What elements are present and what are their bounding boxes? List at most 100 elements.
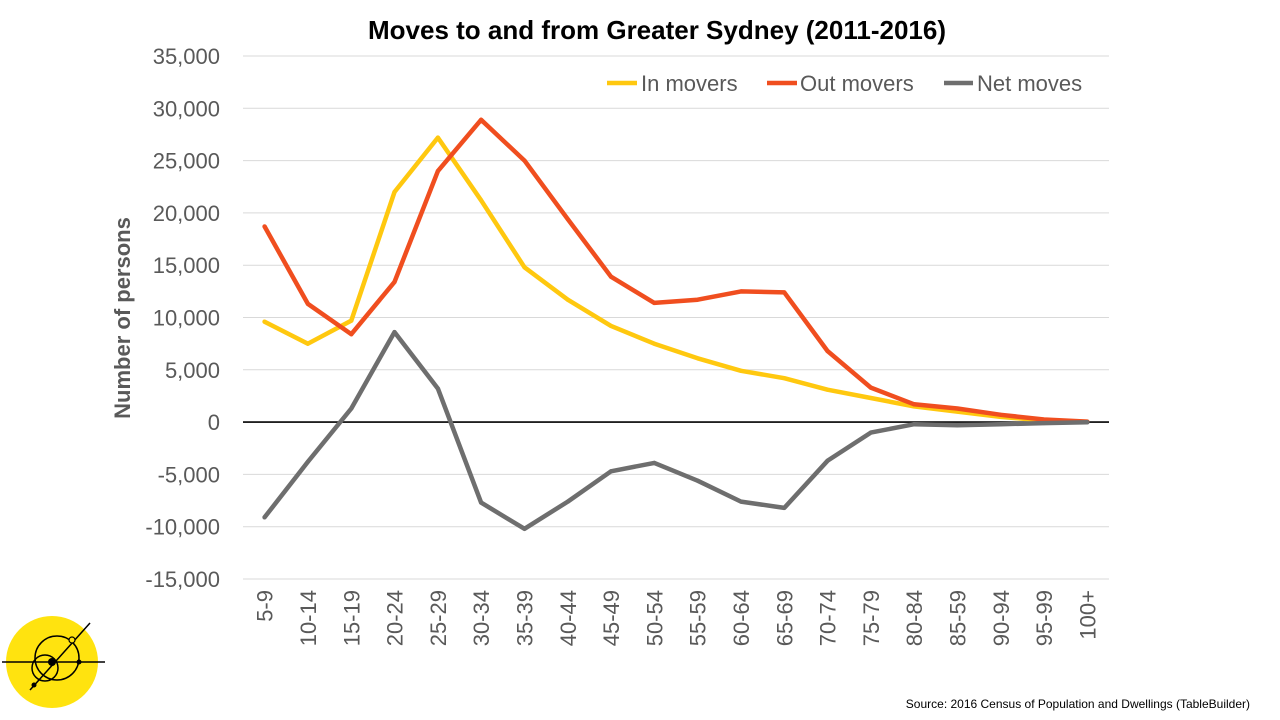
gridlines: [243, 55, 1109, 580]
y-tick-label: 15,000: [153, 253, 220, 278]
y-tick-label: 5,000: [165, 358, 220, 383]
data-point-out-movers: [868, 385, 873, 390]
data-point-out-movers: [392, 279, 397, 284]
y-tick-label: 25,000: [153, 149, 220, 174]
data-point-net-moves: [739, 499, 743, 504]
data-point-net-moves: [1085, 420, 1090, 425]
data-point-out-movers: [609, 274, 613, 279]
data-point-net-moves: [998, 422, 1003, 427]
data-point-out-movers: [435, 169, 440, 174]
x-tick-label: 60-64: [729, 590, 754, 646]
data-point-out-movers: [349, 332, 354, 337]
legend: In movers Out movers Net moves: [607, 71, 1082, 96]
legend-item-in-movers: In movers: [607, 71, 738, 96]
x-tick-label: 85-59: [945, 590, 970, 646]
data-point-in-movers: [609, 323, 613, 328]
logo-inner-ring: [31, 654, 59, 682]
data-point-net-moves: [912, 422, 917, 427]
data-point-net-moves: [392, 330, 397, 335]
data-point-net-moves: [652, 460, 657, 465]
data-point-in-movers: [565, 297, 570, 302]
data-point-in-movers: [825, 387, 830, 392]
data-point-net-moves: [349, 406, 354, 411]
x-tick-label: 55-59: [686, 590, 711, 646]
x-tick-label: 40-44: [556, 590, 581, 646]
data-point-net-moves: [868, 430, 873, 435]
data-point-in-movers: [349, 318, 354, 323]
data-point-out-movers: [305, 301, 310, 306]
logo-marker-dot: [68, 636, 76, 644]
x-tick-label: 75-79: [859, 590, 884, 646]
data-point-in-movers: [868, 396, 873, 400]
y-tick-label: -10,000: [145, 515, 220, 540]
data-point-out-movers: [522, 158, 527, 163]
data-point-in-movers: [262, 319, 267, 324]
legend-item-net-moves: Net moves: [944, 71, 1082, 96]
data-point-net-moves: [305, 459, 310, 464]
logo-center-dot: [48, 658, 56, 666]
legend-label: In movers: [641, 71, 738, 96]
logo-outer-ring: [34, 635, 80, 681]
chart-title: Moves to and from Greater Sydney (2011-2…: [368, 15, 946, 45]
data-point-out-movers: [782, 290, 787, 295]
x-tick-label: 20-24: [383, 590, 408, 646]
data-point-net-moves: [609, 469, 613, 474]
x-tick-label: 25-29: [426, 590, 451, 646]
x-tick-label: 45-49: [599, 590, 624, 646]
x-tick-label: 30-34: [469, 590, 494, 646]
data-point-net-moves: [479, 500, 484, 505]
data-point-out-movers: [652, 300, 657, 305]
data-point-in-movers: [739, 368, 743, 373]
legend-label: Net moves: [977, 71, 1082, 96]
y-axis-tick-labels: 35,000 30,000 25,000 20,000 15,000 10,000 5,00…: [145, 44, 220, 592]
data-point-in-movers: [695, 356, 700, 361]
x-tick-label: 80-84: [902, 590, 927, 646]
series-line-net-moves: [262, 329, 1090, 532]
data-point-net-moves: [262, 515, 267, 520]
data-point-out-movers: [912, 402, 917, 407]
y-tick-label: -5,000: [158, 462, 220, 487]
y-tick-label: 0: [208, 410, 220, 435]
data-point-out-movers: [565, 217, 570, 222]
x-tick-label: 5-9: [253, 590, 278, 622]
x-tick-label: 70-74: [816, 590, 841, 646]
x-tick-label: 50-54: [642, 590, 667, 646]
legend-label: Out movers: [800, 71, 914, 96]
logo: [2, 616, 105, 708]
data-point-net-moves: [825, 458, 830, 463]
y-tick-label: 10,000: [153, 306, 220, 331]
data-point-in-movers: [522, 265, 527, 270]
series-line-out-movers: [262, 117, 1090, 424]
data-point-out-movers: [479, 117, 484, 122]
data-point-net-moves: [695, 478, 700, 483]
x-tick-label: 95-99: [1032, 590, 1057, 646]
y-tick-label: -15,000: [145, 567, 220, 592]
data-point-in-movers: [479, 198, 484, 203]
x-tick-label: 15-19: [339, 590, 364, 646]
data-point-out-movers: [695, 297, 700, 302]
y-tick-label: 35,000: [153, 44, 220, 69]
data-point-out-movers: [262, 224, 267, 229]
data-point-net-moves: [782, 505, 787, 510]
logo-diagonal-line: [29, 622, 91, 691]
data-point-in-movers: [435, 135, 440, 140]
data-point-in-movers: [782, 376, 787, 381]
y-tick-label: 30,000: [153, 96, 220, 121]
y-tick-label: 20,000: [153, 201, 220, 226]
x-axis-tick-labels: 5-9 10-14 15-19 20-24 25-29 30-34 35-39 40-44 45…: [253, 590, 1101, 646]
data-point-net-moves: [435, 386, 440, 391]
x-tick-label: 90-94: [989, 590, 1014, 646]
legend-item-out-movers: Out movers: [767, 71, 914, 96]
logo-marker-dot: [31, 682, 37, 688]
data-point-in-movers: [652, 341, 657, 346]
x-tick-label: 65-69: [772, 590, 797, 646]
data-point-out-movers: [739, 289, 743, 294]
x-tick-label: 100+: [1075, 590, 1100, 640]
data-point-out-movers: [998, 412, 1003, 417]
data-point-out-movers: [1042, 417, 1046, 422]
data-point-in-movers: [305, 341, 310, 346]
data-point-out-movers: [955, 406, 960, 411]
data-point-net-moves: [1042, 421, 1046, 426]
data-point-net-moves: [522, 526, 527, 531]
